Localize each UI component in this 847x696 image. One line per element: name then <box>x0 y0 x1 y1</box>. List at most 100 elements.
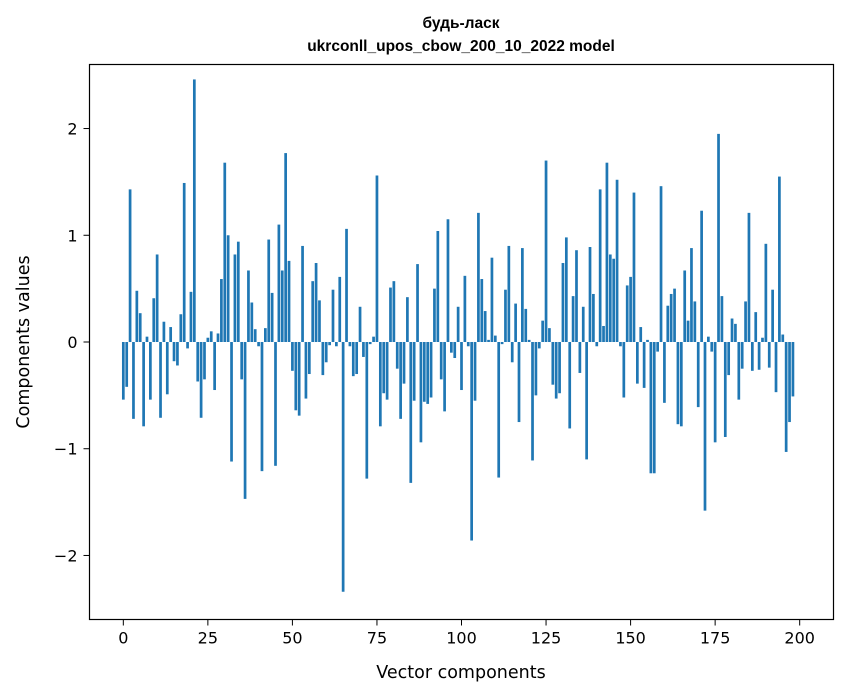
bar <box>142 342 145 427</box>
bar <box>274 342 277 466</box>
bar <box>257 342 260 347</box>
bar <box>493 335 497 342</box>
bar <box>788 342 791 423</box>
bar <box>470 342 473 541</box>
bar <box>213 342 216 391</box>
bar <box>392 281 396 342</box>
bar <box>307 342 311 375</box>
bar <box>713 342 717 443</box>
bar <box>517 342 521 423</box>
bar <box>652 342 656 474</box>
bar <box>378 342 382 427</box>
bar <box>595 342 599 347</box>
bar <box>504 289 507 342</box>
bar <box>209 331 213 342</box>
bar <box>314 263 318 342</box>
bar <box>186 342 189 349</box>
bar <box>304 342 308 399</box>
bar <box>223 162 227 342</box>
bar <box>419 342 423 443</box>
bars-group <box>121 79 795 592</box>
bar <box>145 336 149 342</box>
bar <box>666 305 670 342</box>
bar <box>649 342 653 474</box>
bar <box>416 264 419 342</box>
bar <box>683 270 687 342</box>
x-tick-label: 75 <box>367 629 387 648</box>
bar <box>159 342 162 418</box>
bar <box>324 342 328 363</box>
bar <box>703 342 707 511</box>
bar <box>514 303 517 342</box>
bar <box>206 337 210 342</box>
bar <box>172 342 176 362</box>
bar <box>189 291 193 342</box>
y-axis-ticks: −2 −1 0 1 2 <box>54 120 90 565</box>
bar <box>669 293 673 342</box>
bar <box>774 342 778 393</box>
bar <box>389 287 392 342</box>
bar <box>615 179 619 342</box>
bar <box>426 342 430 404</box>
y-axis-label: Components values <box>14 255 34 428</box>
bar <box>707 336 710 342</box>
bar <box>443 342 446 412</box>
x-tick-label: 150 <box>615 629 646 648</box>
bar <box>700 210 703 342</box>
bar <box>456 306 460 342</box>
bar <box>524 308 528 342</box>
bar <box>537 342 541 349</box>
bar <box>321 342 325 376</box>
bar <box>693 301 697 342</box>
bar <box>778 176 781 342</box>
bar <box>335 342 338 347</box>
bar <box>659 186 663 342</box>
x-axis-ticks: 0 25 50 75 100 125 150 175 200 <box>118 619 815 648</box>
y-tick-label: 2 <box>67 120 77 139</box>
bar <box>497 342 501 478</box>
bar <box>581 306 585 342</box>
bar <box>500 342 504 345</box>
bar <box>165 342 169 395</box>
bar <box>355 342 359 375</box>
bar <box>575 250 578 342</box>
bar <box>477 212 480 342</box>
bar <box>761 337 764 342</box>
bar <box>629 276 632 342</box>
bar <box>548 328 551 343</box>
bar <box>727 342 731 376</box>
bar <box>433 288 436 342</box>
bar <box>382 342 386 394</box>
bar <box>636 342 639 384</box>
x-tick-label: 200 <box>784 629 815 648</box>
bar <box>399 342 402 419</box>
bar <box>534 342 538 396</box>
y-tick-label: 1 <box>67 226 77 245</box>
bar <box>220 279 223 342</box>
bar <box>250 302 254 342</box>
bar <box>128 189 132 343</box>
bar <box>385 342 389 400</box>
bar <box>422 342 426 402</box>
bar <box>642 342 646 388</box>
bar <box>348 342 352 347</box>
bar <box>592 293 595 342</box>
bar <box>466 342 470 347</box>
bar <box>345 228 348 342</box>
bar <box>737 342 741 400</box>
bar <box>446 219 450 342</box>
bar <box>368 342 372 345</box>
bar <box>723 342 727 437</box>
bar <box>663 342 666 403</box>
bar <box>149 342 152 400</box>
x-tick-label: 100 <box>446 629 477 648</box>
bar <box>554 342 558 399</box>
bar <box>135 290 139 342</box>
bar <box>480 279 484 342</box>
bar <box>264 328 267 343</box>
bar <box>176 342 179 366</box>
bar <box>541 320 545 342</box>
bar <box>605 162 609 342</box>
bar <box>771 289 774 342</box>
bar <box>578 342 582 373</box>
